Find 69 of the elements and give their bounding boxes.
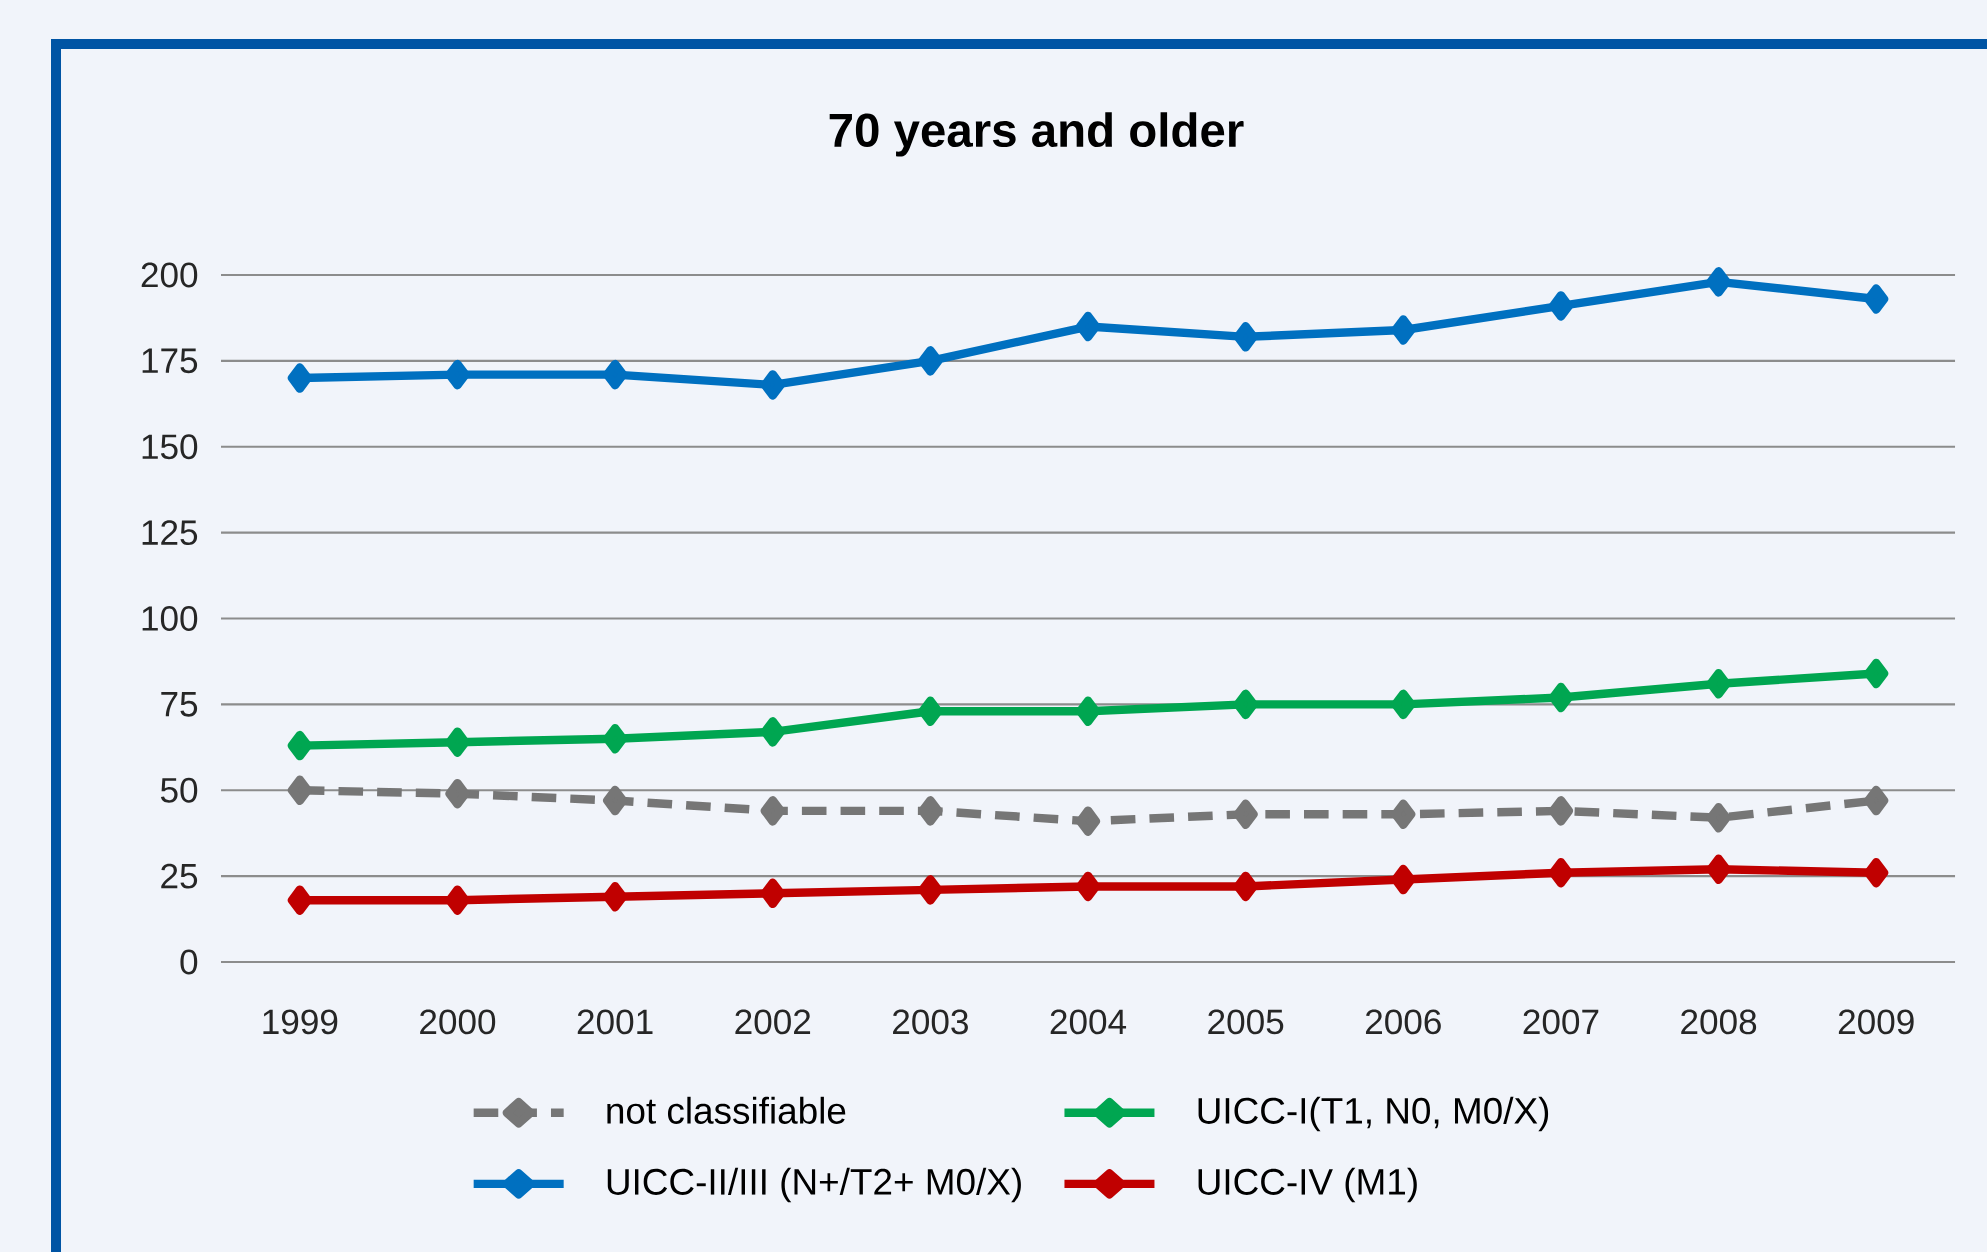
point <box>1706 802 1731 833</box>
y-tick-label: 200 <box>141 262 198 288</box>
x-tick-label: 2008 <box>1681 1009 1757 1035</box>
point <box>1706 267 1731 297</box>
point <box>1075 696 1101 727</box>
y-tick-label: 75 <box>161 692 198 717</box>
point <box>1391 864 1416 895</box>
legend-label: UICC-II/III (N+/T2+ M0/X) <box>607 1167 1021 1203</box>
legend-label: not classifiable <box>607 1096 846 1124</box>
point <box>760 717 785 747</box>
point <box>918 796 943 826</box>
chart-title: 70 years and older <box>829 112 1244 157</box>
x-tick-label: 2002 <box>735 1009 811 1035</box>
point <box>1864 785 1889 816</box>
point <box>1706 669 1731 699</box>
point <box>1864 658 1889 689</box>
point <box>1233 322 1258 352</box>
point <box>287 363 312 393</box>
point <box>1864 857 1889 888</box>
x-tick-label: 2007 <box>1523 1009 1599 1035</box>
point <box>602 785 628 816</box>
point <box>1391 689 1416 720</box>
point <box>1548 291 1574 321</box>
x-tick-label: 2004 <box>1050 1009 1127 1035</box>
point <box>287 775 312 806</box>
point <box>1548 857 1574 888</box>
point <box>1864 284 1889 314</box>
y-tick-label: 175 <box>142 348 198 374</box>
y-tick-label: 50 <box>160 777 198 803</box>
y-tick-label: 150 <box>142 434 198 460</box>
x-tick-label: 1999 <box>263 1009 338 1035</box>
y-tick-label: 125 <box>142 520 198 546</box>
point <box>1075 311 1101 342</box>
point <box>1706 854 1731 885</box>
point <box>1391 799 1416 830</box>
point <box>445 727 470 757</box>
point <box>760 370 785 400</box>
y-tick-label: 25 <box>161 863 198 889</box>
point <box>1548 682 1574 713</box>
point <box>1233 871 1258 902</box>
point <box>1391 315 1416 345</box>
y-tick-label: 100 <box>142 606 198 631</box>
x-tick-label: 2009 <box>1838 1009 1914 1035</box>
point <box>760 878 785 909</box>
point <box>918 875 943 905</box>
point <box>918 696 943 727</box>
point <box>287 730 312 761</box>
point <box>445 359 470 390</box>
x-tick-label: 2001 <box>577 1009 653 1035</box>
point <box>602 881 628 912</box>
point <box>1548 796 1574 826</box>
legend-label: UICC-I(T1, N0, M0/X) <box>1198 1096 1549 1132</box>
point <box>445 778 470 809</box>
point <box>602 723 628 754</box>
point <box>1233 689 1258 720</box>
legend-label: UICC-IV (M1) <box>1198 1167 1417 1203</box>
point <box>602 359 628 390</box>
point <box>287 885 312 915</box>
point <box>1075 871 1101 902</box>
point <box>445 885 470 915</box>
x-tick-label: 2003 <box>893 1009 968 1035</box>
x-tick-label: 2005 <box>1208 1009 1284 1035</box>
point <box>760 796 785 826</box>
x-tick-label: 2000 <box>420 1009 496 1035</box>
point <box>918 346 943 376</box>
point <box>1075 806 1101 836</box>
x-tick-label: 2006 <box>1365 1009 1441 1035</box>
y-tick-label: 0 <box>180 949 198 975</box>
point <box>1233 799 1258 830</box>
